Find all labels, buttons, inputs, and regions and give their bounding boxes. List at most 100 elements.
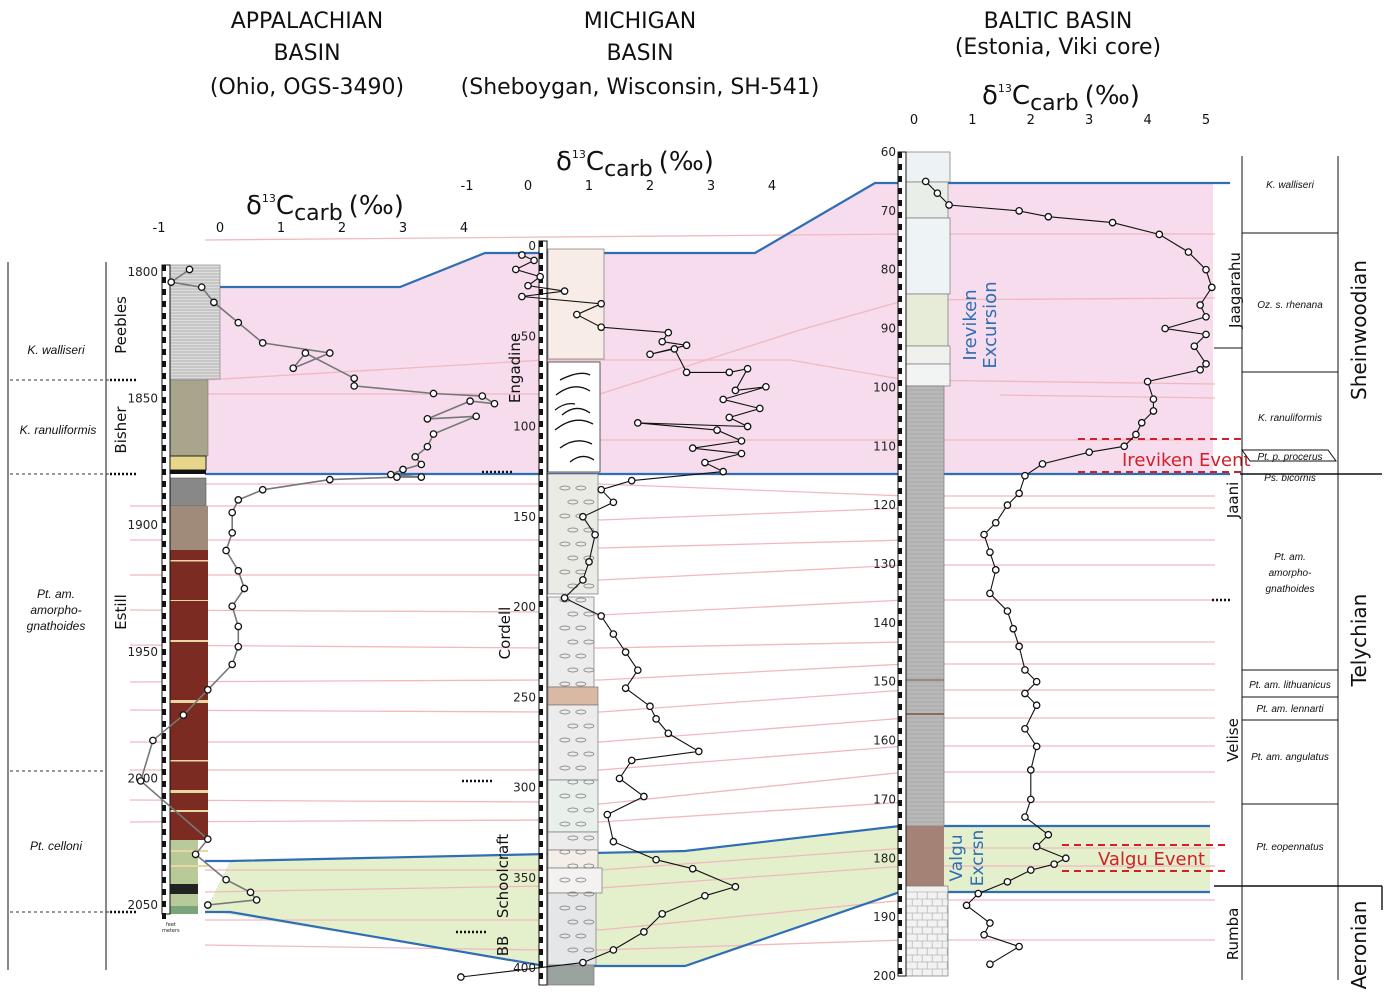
correlation-line <box>999 394 1216 399</box>
data-point <box>246 888 255 897</box>
data-point <box>572 310 581 319</box>
depth-tick-label: 300 <box>513 781 536 795</box>
zone-left-pt-am-3: gnathoides <box>27 619 86 633</box>
depth-tick-label: 350 <box>513 871 536 885</box>
data-point <box>234 496 243 504</box>
correlation-line <box>205 297 1216 395</box>
data-point <box>536 272 545 281</box>
data-point <box>234 622 243 631</box>
data-point <box>472 412 481 421</box>
data-point <box>1050 860 1059 869</box>
depth-tick-label: 2050 <box>127 898 158 912</box>
depth-tick-label: 250 <box>513 690 536 704</box>
zone-right-pt-am-angulatus: Pt. am. angulatus <box>1251 752 1329 763</box>
data-point <box>933 189 942 198</box>
zone-right-pt-am-1: Pt. am. <box>1274 552 1306 563</box>
data-point <box>240 584 249 593</box>
data-point <box>203 685 212 694</box>
depth-tick-label: 180 <box>873 851 896 865</box>
data-point <box>530 256 538 265</box>
top-valgu-line <box>205 824 1210 863</box>
baltic-column: m Ireviken Excursion Valgu Excrsn <box>897 151 1001 977</box>
data-point <box>149 736 157 745</box>
correlation-line <box>204 359 1216 385</box>
formation-estill: Estill <box>112 594 130 630</box>
title-baltic-2: (Estonia, Viki core) <box>955 35 1161 60</box>
formation-bisher: Bisher <box>112 406 130 454</box>
data-point <box>945 201 953 209</box>
zone-left-k-ranuliformis: K. ranuliformis <box>20 423 97 437</box>
data-point <box>191 850 200 859</box>
data-point <box>609 498 618 507</box>
data-point <box>560 594 569 602</box>
data-point <box>1021 689 1029 698</box>
base-valgu-line <box>205 890 1210 968</box>
data-point <box>228 660 237 669</box>
event-markers: Ireviken Event Valgu Event <box>1062 438 1251 872</box>
data-point <box>1021 813 1029 821</box>
data-point <box>974 889 983 898</box>
data-point <box>1015 489 1023 498</box>
data-point <box>652 715 660 723</box>
zone-left-pt-am-2: amorpho- <box>30 603 81 617</box>
chart-2: -1 0 1 2 3 4 0 50 100 150 200 250 300 350 400 <box>457 179 776 981</box>
data-point <box>234 566 243 575</box>
axis-title-michigan: δ13Ccarb (‰) <box>556 147 714 182</box>
data-point <box>252 896 261 904</box>
x-tick-label: 1 <box>968 113 976 128</box>
data-point <box>664 729 673 738</box>
depth-tick-label: 200 <box>513 600 536 614</box>
formation-jaagarahu: Jaagarahu <box>1226 252 1244 329</box>
data-point <box>640 928 648 936</box>
zone-right-pt-p-procerus: Pt. p. procerus <box>1257 452 1322 463</box>
data-point <box>1038 460 1047 468</box>
correlation-line <box>129 771 1215 805</box>
data-point <box>203 835 212 844</box>
data-point <box>731 882 740 891</box>
data-point <box>1015 207 1023 215</box>
data-point <box>478 392 487 400</box>
correlation-line <box>204 939 1215 951</box>
data-point <box>591 530 599 539</box>
data-point <box>411 452 420 461</box>
data-point <box>1026 866 1035 874</box>
data-point <box>609 946 618 954</box>
zone-left-pt-am-1: Pt. am. <box>37 587 75 601</box>
data-point <box>1032 677 1041 686</box>
depth-tick-label: 1950 <box>127 645 158 659</box>
chart-3: 0 1 2 3 4 5 60 70 80 90 100 110 120 130 140 150 160 170 18… <box>873 113 1216 983</box>
data-point <box>986 960 994 969</box>
zone-left-pt-celloni: Pt. celloni <box>30 839 82 853</box>
data-point <box>429 430 438 438</box>
data-point <box>222 875 230 884</box>
correlation-line <box>130 564 1215 581</box>
formation-rumba: Rumba <box>1224 908 1242 961</box>
data-point <box>603 810 612 819</box>
data-point <box>258 485 267 494</box>
data-point <box>658 337 667 346</box>
data-point <box>325 475 334 484</box>
data-point <box>585 558 593 566</box>
x-tick-label: 2 <box>646 179 654 194</box>
event-valgu-label: Valgu Event <box>1098 849 1205 870</box>
valgu-band <box>170 826 1210 966</box>
correlation-line <box>129 599 1215 616</box>
x-tick-label: 0 <box>216 221 224 236</box>
x-tick-label: -1 <box>153 221 166 236</box>
data-point <box>1003 501 1012 509</box>
data-point <box>579 576 587 584</box>
data-point <box>986 589 994 598</box>
data-point <box>228 508 237 517</box>
data-point <box>980 930 988 939</box>
depth-tick-label: 1900 <box>127 518 158 532</box>
data-point <box>921 177 930 186</box>
data-point <box>694 747 703 756</box>
data-point <box>621 684 630 693</box>
depth-tick-label: 60 <box>881 145 896 159</box>
data-point <box>1032 701 1041 710</box>
data-point <box>682 341 691 350</box>
depth-tick-label: 100 <box>513 420 536 434</box>
data-point <box>1032 842 1041 851</box>
data-point <box>627 476 636 485</box>
data-point <box>136 777 145 785</box>
